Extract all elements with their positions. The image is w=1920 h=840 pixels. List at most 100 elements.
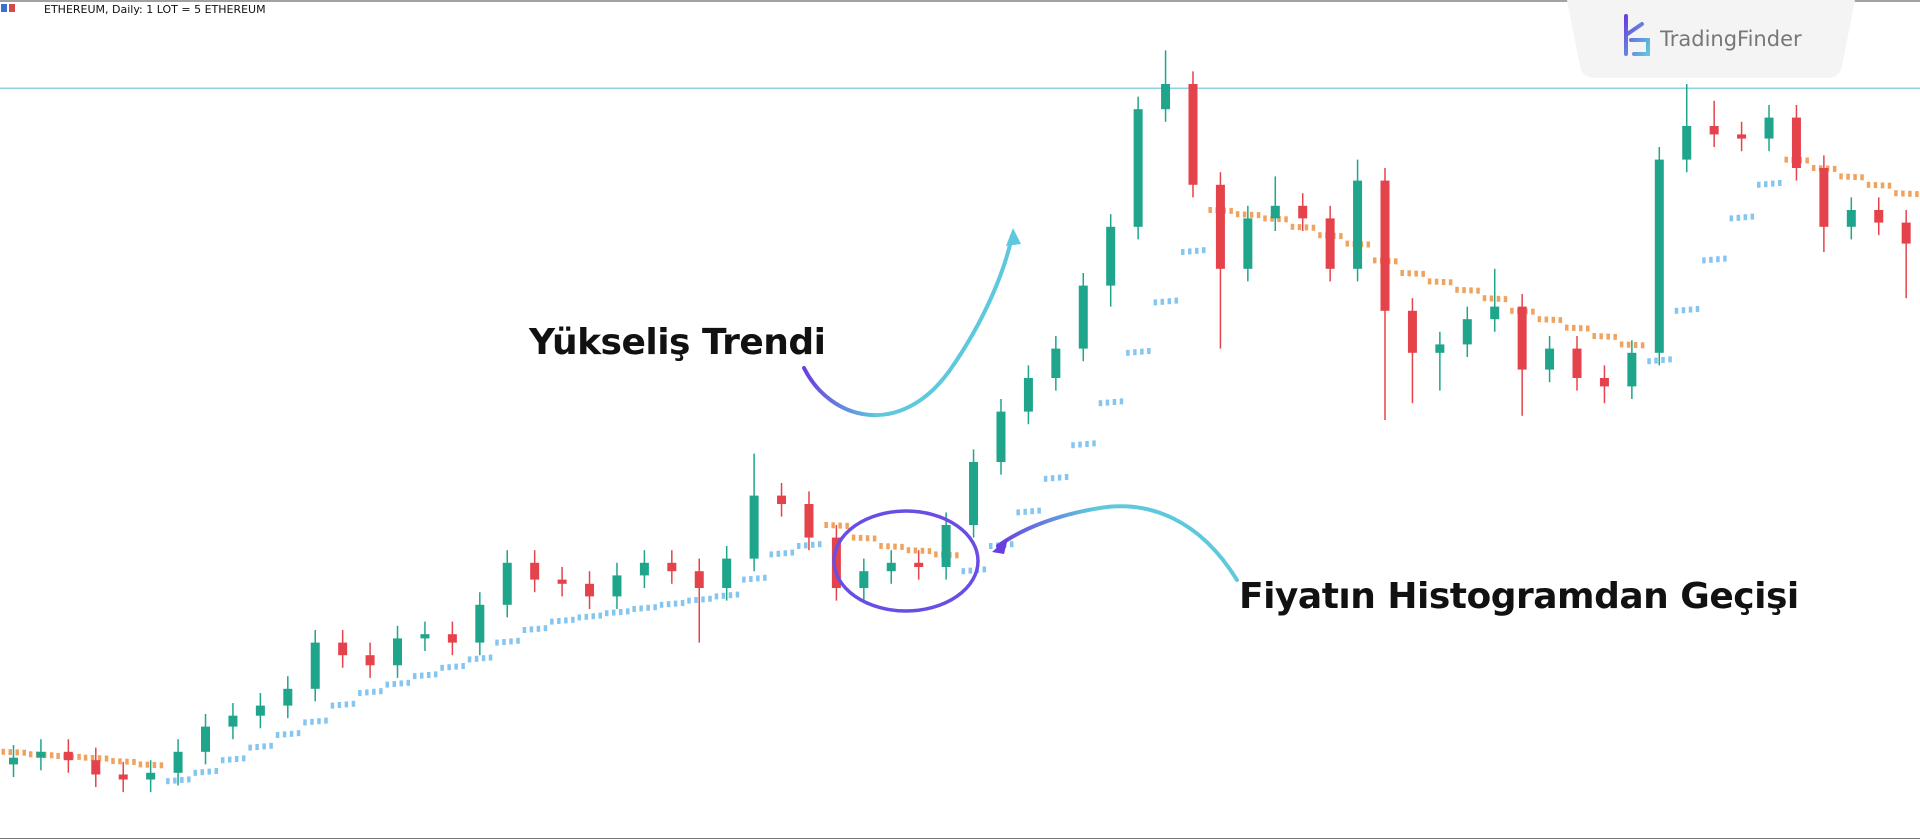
indicator-dot: [433, 671, 438, 678]
indicator-dot: [248, 744, 252, 751]
indicator-dot: [289, 730, 294, 737]
candle-body: [36, 751, 46, 758]
indicator-dot: [810, 541, 815, 548]
annotation-label: Fiyatın Histogramdan Geçişi: [1239, 576, 1799, 617]
indicator-dot: [344, 701, 349, 708]
indicator-dot: [687, 597, 691, 604]
candle-body: [1599, 378, 1609, 387]
indicator-dot: [1427, 278, 1432, 285]
indicator-dot: [1695, 306, 1700, 312]
indicator-dot: [1133, 349, 1137, 356]
candle-body: [365, 655, 375, 666]
indicator-dot: [15, 749, 19, 756]
indicator-dot: [913, 547, 918, 554]
candle-body: [283, 688, 293, 706]
indicator-dot: [241, 755, 246, 762]
indicator-dot: [28, 751, 33, 758]
indicator-dot: [529, 626, 534, 633]
indicator-dot: [1894, 190, 1898, 197]
indicator-dot: [872, 535, 877, 542]
indicator-dot: [49, 752, 54, 759]
indicator-dot: [1400, 270, 1404, 276]
indicator-dot: [1531, 308, 1535, 315]
indicator-dot: [379, 688, 383, 695]
indicator-dot: [803, 542, 808, 549]
indicator-dot: [207, 768, 212, 775]
indicator-dot: [262, 743, 266, 750]
indicator-dot: [653, 604, 657, 611]
candle-body: [9, 757, 18, 765]
indicator-dot: [865, 535, 870, 542]
indicator-dot: [1147, 348, 1151, 354]
indicator-dot: [1503, 296, 1508, 303]
indicator-dot: [509, 638, 513, 645]
indicator-dot: [858, 534, 863, 541]
indicator-dot: [1771, 180, 1775, 187]
indicator-dot: [1579, 325, 1583, 332]
chart-title: ETHEREUM, Daily: 1 LOT = 5 ETHEREUM: [44, 3, 266, 16]
indicator-dot: [1057, 474, 1062, 481]
indicator-dot: [557, 618, 561, 624]
indicator-dot: [180, 777, 184, 783]
indicator-dot: [1030, 508, 1034, 515]
indicator-dot: [152, 762, 157, 768]
candle-body: [804, 504, 814, 538]
indicator-dot: [1778, 180, 1782, 186]
indicator-dot: [1908, 190, 1912, 197]
indicator-dot: [564, 617, 568, 624]
candle-body: [1298, 205, 1308, 219]
chart-icon: [9, 4, 15, 12]
candle-body: [1709, 126, 1719, 135]
candle-body: [1051, 348, 1061, 378]
indicator-dot: [1078, 441, 1082, 448]
indicator-dot: [1242, 211, 1247, 218]
plot-area: [0, 50, 1920, 793]
annotation-arrow: [996, 504, 1239, 582]
indicator-dot: [646, 604, 650, 611]
indicator-dot: [454, 663, 458, 670]
indicator-dot: [1373, 257, 1377, 264]
indicator-dot: [1311, 224, 1316, 231]
indicator-dot: [1709, 256, 1713, 263]
indicator-dot: [1174, 297, 1179, 304]
candle-body: [1325, 218, 1335, 269]
candle-body: [1846, 210, 1856, 227]
candle-body: [639, 562, 649, 576]
indicator-dot: [1050, 475, 1055, 482]
candle-body: [1490, 306, 1500, 320]
indicator-dot: [474, 655, 479, 662]
indicator-dot: [1496, 295, 1501, 302]
indicator-dot: [90, 754, 95, 761]
indicator-dot: [173, 777, 177, 784]
indicator-dot: [1688, 306, 1693, 313]
indicator-dot: [1489, 295, 1494, 302]
indicator-dot: [1805, 157, 1809, 164]
candle-body: [1764, 117, 1774, 139]
indicator-dot: [1043, 475, 1048, 482]
indicator-dot: [214, 768, 219, 774]
indicator-dot: [824, 522, 828, 528]
indicator-dot: [365, 689, 369, 696]
candle-body: [1462, 319, 1472, 345]
indicator-dot: [543, 625, 548, 632]
indicator-dot: [227, 756, 232, 763]
indicator-dot: [1, 748, 5, 755]
candle-body: [1243, 218, 1253, 269]
indicator-dot: [1112, 399, 1117, 405]
indicator-dot: [968, 567, 973, 574]
indicator-dot: [796, 543, 801, 549]
indicator-dot: [1873, 182, 1878, 189]
indicator-dot: [1510, 307, 1514, 314]
indicator-dot: [708, 595, 712, 602]
candle-body: [1407, 310, 1417, 353]
candle-body: [996, 411, 1006, 462]
candle-body: [969, 462, 979, 525]
indicator-dot: [138, 761, 143, 768]
indicator-dot: [296, 730, 301, 737]
indicator-dot: [200, 769, 205, 776]
indicator-dot: [920, 547, 925, 554]
indicator-dot: [536, 625, 541, 632]
indicator-dot: [1016, 509, 1020, 516]
indicator-dot: [104, 755, 109, 762]
candle-body: [118, 774, 128, 780]
